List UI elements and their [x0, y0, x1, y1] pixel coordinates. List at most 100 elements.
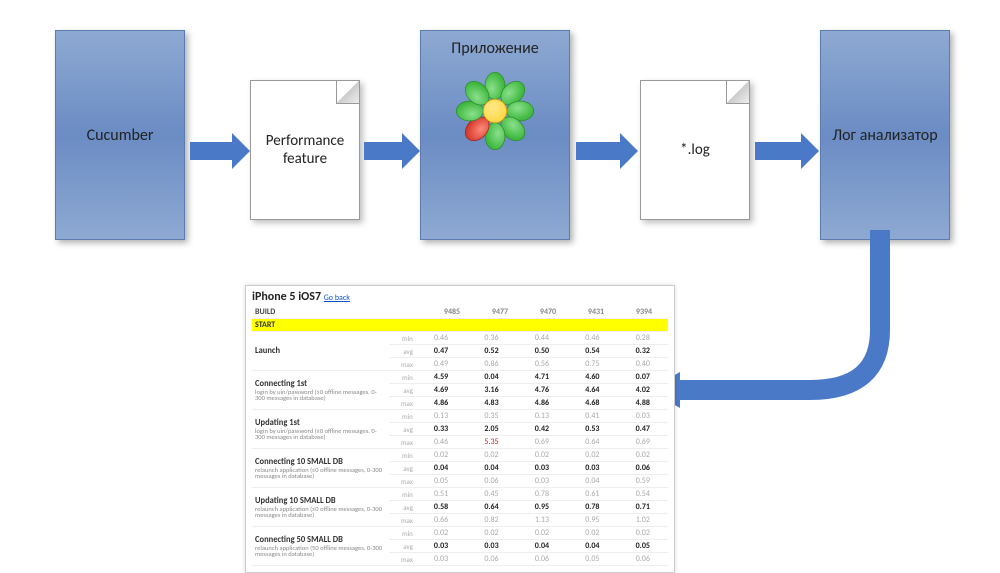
- section-label: Connecting 1stlogin by uin/password (≤0 …: [252, 371, 389, 410]
- metric-value: 0.05: [618, 540, 668, 553]
- arrow-icon: [755, 142, 801, 160]
- metric-value: 0.51: [416, 488, 466, 501]
- log-file-doc: *.log: [640, 80, 750, 220]
- stat-label: max: [389, 553, 416, 566]
- report-body: Launchmin0.460.360.440.460.28avg0.470.52…: [252, 332, 668, 566]
- doc1-label: Performance feature: [255, 132, 355, 168]
- performance-report: iPhone 5 iOS7 Go back BUILD 948594779470…: [245, 285, 675, 573]
- table-row: Updating 10 SMALL DBrelaunch application…: [252, 488, 668, 501]
- stat-label: max: [389, 436, 416, 449]
- table-row: Connecting 50 SMALL DBrelaunch applicati…: [252, 527, 668, 540]
- stat-label: avg: [389, 345, 416, 358]
- build-header-row: BUILD 94859477947094319394: [252, 306, 668, 319]
- metric-value: 0.04: [567, 475, 617, 488]
- stat-label: min: [389, 410, 416, 423]
- arrow-icon: [190, 142, 232, 160]
- metric-value: 0.02: [466, 449, 516, 462]
- metric-value: 0.61: [567, 488, 617, 501]
- metric-value: 0.45: [466, 488, 516, 501]
- metric-value: 4.71: [517, 371, 567, 384]
- metric-value: 0.36: [466, 332, 516, 345]
- metric-value: 0.71: [618, 501, 668, 514]
- stat-label: max: [389, 514, 416, 527]
- metric-value: 0.32: [618, 345, 668, 358]
- metric-value: 0.86: [466, 358, 516, 371]
- stat-label: avg: [389, 501, 416, 514]
- metric-value: 1.02: [618, 514, 668, 527]
- stat-label: avg: [389, 384, 416, 397]
- metric-value: 0.04: [517, 540, 567, 553]
- metric-value: 0.04: [416, 462, 466, 475]
- metric-value: 0.59: [618, 475, 668, 488]
- arrow-icon: [576, 142, 620, 160]
- metric-value: 0.06: [618, 462, 668, 475]
- build-label: BUILD: [252, 306, 428, 319]
- metric-value: 0.03: [517, 462, 567, 475]
- metric-value: 0.46: [567, 332, 617, 345]
- table-row: Connecting 10 SMALL DBrelaunch applicati…: [252, 449, 668, 462]
- metric-value: 4.02: [618, 384, 668, 397]
- metric-value: 0.03: [618, 410, 668, 423]
- metric-value: 0.02: [567, 449, 617, 462]
- metric-value: 4.76: [517, 384, 567, 397]
- metric-value: 0.69: [618, 436, 668, 449]
- metric-value: 4.86: [416, 397, 466, 410]
- build-col: 9431: [572, 306, 620, 319]
- metric-value: 0.04: [567, 540, 617, 553]
- metric-value: 0.47: [618, 423, 668, 436]
- metric-value: 0.40: [618, 358, 668, 371]
- stat-label: min: [389, 527, 416, 540]
- metric-value: 0.28: [618, 332, 668, 345]
- metric-value: 0.33: [416, 423, 466, 436]
- metric-value: 0.02: [466, 527, 516, 540]
- metric-value: 0.82: [466, 514, 516, 527]
- log-analyzer-label: Лог анализатор: [832, 126, 937, 145]
- metric-value: 0.03: [416, 553, 466, 566]
- table-row: Launchmin0.460.360.440.460.28: [252, 332, 668, 345]
- metric-value: 3.16: [466, 384, 516, 397]
- metric-value: 0.78: [567, 501, 617, 514]
- go-back-link[interactable]: Go back: [324, 293, 350, 303]
- metric-value: 0.52: [466, 345, 516, 358]
- metric-value: 0.06: [618, 553, 668, 566]
- table-row: Updating 1stlogin by uin/password (≤0 of…: [252, 410, 668, 423]
- application-label: Приложение: [451, 39, 538, 58]
- metric-value: 0.02: [517, 449, 567, 462]
- stat-label: min: [389, 371, 416, 384]
- metric-value: 0.58: [416, 501, 466, 514]
- metric-value: 0.03: [567, 462, 617, 475]
- metric-value: 0.49: [416, 358, 466, 371]
- metric-value: 0.06: [517, 553, 567, 566]
- metric-value: 0.03: [416, 540, 466, 553]
- metric-value: 0.03: [517, 475, 567, 488]
- metric-value: 4.68: [567, 397, 617, 410]
- log-analyzer-box: Лог анализатор: [820, 30, 950, 240]
- metric-value: 0.75: [567, 358, 617, 371]
- metric-value: 0.46: [416, 332, 466, 345]
- metric-value: 0.53: [567, 423, 617, 436]
- flow-row: Cucumber Performance feature Приложение: [0, 20, 1000, 250]
- metric-value: 0.02: [517, 527, 567, 540]
- section-label: Updating 10 SMALL DBrelaunch application…: [252, 488, 389, 527]
- metric-value: 4.59: [416, 371, 466, 384]
- stat-label: max: [389, 475, 416, 488]
- metric-value: 4.60: [567, 371, 617, 384]
- metric-value: 0.02: [618, 527, 668, 540]
- build-col: 9470: [524, 306, 572, 319]
- metric-value: 1.13: [517, 514, 567, 527]
- metric-value: 4.83: [466, 397, 516, 410]
- metric-value: 4.88: [618, 397, 668, 410]
- build-col: 9485: [428, 306, 476, 319]
- application-box: Приложение: [420, 30, 570, 240]
- metric-value: 2.05: [466, 423, 516, 436]
- stat-label: avg: [389, 423, 416, 436]
- section-label: Connecting 50 SMALL DBrelaunch applicati…: [252, 527, 389, 566]
- stat-label: max: [389, 358, 416, 371]
- report-table: BUILD 94859477947094319394 START: [252, 306, 668, 332]
- stat-label: max: [389, 397, 416, 410]
- metric-value: 0.50: [517, 345, 567, 358]
- metric-value: 0.56: [517, 358, 567, 371]
- metric-value: 0.06: [466, 553, 516, 566]
- stat-label: min: [389, 332, 416, 345]
- cucumber-box: Cucumber: [55, 30, 185, 240]
